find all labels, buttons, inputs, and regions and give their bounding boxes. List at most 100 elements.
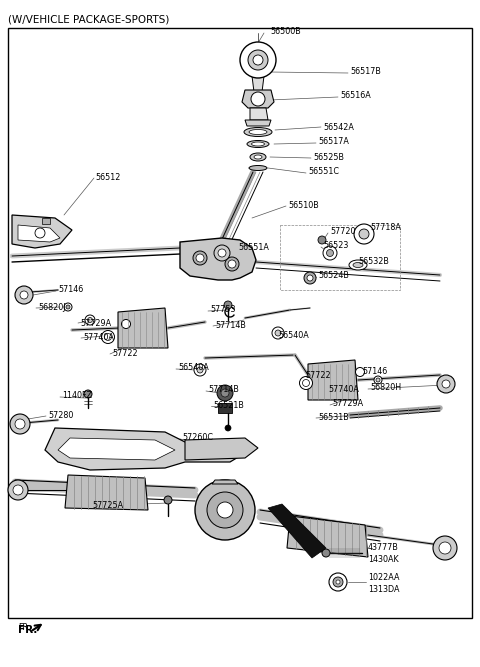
Text: 57753: 57753 [210,305,236,315]
Circle shape [437,375,455,393]
Circle shape [439,542,451,554]
Ellipse shape [105,334,111,340]
Text: 56820H: 56820H [370,384,401,392]
Circle shape [329,573,347,591]
Ellipse shape [66,305,70,309]
Circle shape [224,301,232,309]
Circle shape [15,419,25,429]
Ellipse shape [121,319,131,329]
Text: 56531B: 56531B [318,414,349,422]
Text: 57740A: 57740A [83,334,114,342]
Text: 57280: 57280 [48,412,73,420]
Text: 57720: 57720 [330,227,356,237]
Circle shape [359,229,369,239]
Circle shape [217,385,233,401]
Circle shape [322,549,330,557]
Circle shape [307,275,313,281]
Polygon shape [65,475,148,510]
Ellipse shape [272,327,284,339]
Circle shape [318,236,326,244]
Circle shape [304,272,316,284]
Ellipse shape [197,367,203,373]
Circle shape [225,425,231,431]
Circle shape [218,249,226,257]
Polygon shape [212,480,238,484]
Polygon shape [12,215,72,248]
Text: 57146: 57146 [58,285,83,295]
Text: 57725A: 57725A [92,500,123,510]
Circle shape [196,254,204,262]
Text: 56540A: 56540A [178,364,209,372]
Circle shape [326,249,334,257]
Text: 56517A: 56517A [318,137,349,147]
Text: 56540A: 56540A [278,331,309,340]
Circle shape [225,257,239,271]
Bar [280,225,400,290]
Circle shape [433,536,457,560]
Text: 56521B: 56521B [213,400,244,410]
Ellipse shape [244,127,272,137]
Text: 57146: 57146 [362,368,387,376]
Bar [218,403,232,413]
Ellipse shape [249,129,267,135]
Text: 57740A: 57740A [328,386,359,394]
Text: 56551A: 56551A [238,243,269,253]
Text: FR.: FR. [18,625,37,635]
Circle shape [214,245,230,261]
Polygon shape [45,428,240,470]
Text: 57260C: 57260C [182,434,213,442]
Text: 1140FZ: 1140FZ [62,392,92,400]
Bar [8,28,472,618]
Text: 57722: 57722 [305,372,331,380]
Polygon shape [308,360,358,400]
Ellipse shape [349,260,367,270]
Circle shape [13,485,23,495]
Circle shape [228,260,236,268]
Ellipse shape [85,315,95,325]
Ellipse shape [252,142,264,146]
Text: 1022AA: 1022AA [368,574,399,582]
Polygon shape [180,238,256,280]
Text: 56532B: 56532B [358,257,389,267]
Ellipse shape [250,153,266,161]
Text: (W/VEHICLE PACKAGE-SPORTS): (W/VEHICLE PACKAGE-SPORTS) [8,14,169,24]
Ellipse shape [275,330,281,336]
Polygon shape [250,108,268,120]
Polygon shape [58,438,175,460]
Polygon shape [18,225,60,242]
Text: 56523: 56523 [323,241,348,251]
Text: 56820J: 56820J [38,303,65,313]
Ellipse shape [374,376,382,384]
Text: 43777B: 43777B [368,544,399,552]
Circle shape [164,496,172,504]
Circle shape [15,286,33,304]
Circle shape [35,228,45,238]
Circle shape [442,380,450,388]
Circle shape [248,50,268,70]
Polygon shape [245,120,271,126]
Polygon shape [252,76,264,92]
Text: 57729A: 57729A [332,400,363,408]
Text: 56517B: 56517B [350,67,381,77]
Ellipse shape [64,303,72,311]
Circle shape [20,291,28,299]
Text: 56551C: 56551C [308,167,339,177]
Text: 57714B: 57714B [208,386,239,394]
Text: 57722: 57722 [112,348,138,358]
Polygon shape [118,308,168,348]
Ellipse shape [254,155,262,159]
Text: 56512: 56512 [95,173,120,183]
Circle shape [336,580,340,584]
Text: FR.: FR. [18,624,30,632]
Text: 56525B: 56525B [313,153,344,163]
Ellipse shape [353,263,363,267]
Circle shape [195,480,255,540]
Circle shape [323,246,337,260]
Circle shape [221,389,229,397]
Ellipse shape [376,378,380,382]
Text: 56542A: 56542A [323,123,354,131]
Ellipse shape [356,368,364,376]
Circle shape [10,414,30,434]
Text: 56516A: 56516A [340,91,371,99]
Polygon shape [287,516,368,557]
